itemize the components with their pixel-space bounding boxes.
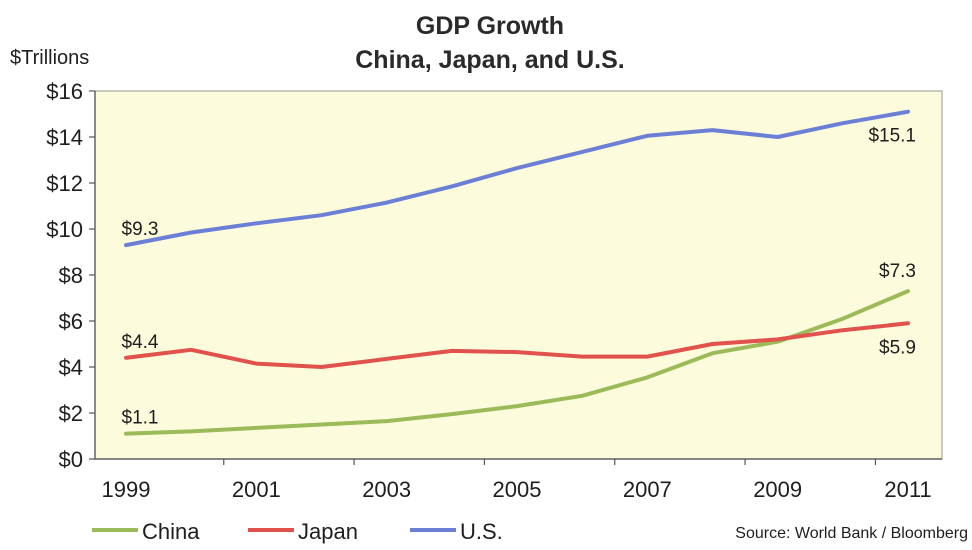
data-label: $9.3 [122, 219, 159, 240]
x-tick-label: 2009 [753, 477, 802, 502]
series-line-japan [124, 321, 910, 369]
y-axis-unit-label: $Trillions [10, 47, 89, 69]
x-tick-label: 2001 [232, 477, 281, 502]
x-tick-label: 2011 [884, 477, 931, 502]
x-tick-label: 2003 [362, 477, 411, 502]
data-label: $5.9 [879, 337, 916, 358]
y-tick-label: $2 [59, 401, 83, 426]
data-label: $7.3 [879, 261, 916, 282]
y-tick-label: $8 [59, 263, 83, 288]
y-tick-label: $10 [46, 217, 83, 242]
y-tick-label: $0 [59, 447, 83, 472]
y-tick-label: $14 [46, 125, 83, 150]
chart-subtitle: China, Japan, and U.S. [355, 46, 625, 74]
legend-label-japan: Japan [298, 519, 358, 544]
y-tick-label: $16 [46, 79, 83, 104]
data-label: $15.1 [868, 126, 916, 147]
y-tick-label: $12 [46, 171, 83, 196]
y-tick-label: $4 [59, 355, 83, 380]
legend-label-china: China [142, 519, 200, 544]
x-tick-label: 2005 [493, 477, 542, 502]
chart-title: GDP Growth [416, 12, 564, 40]
x-tick-label: 1999 [102, 477, 151, 502]
data-label: $4.4 [122, 332, 159, 353]
data-labels: $9.3 $15.1 $4.4 $5.9 $1.1 $7.3 [122, 126, 916, 429]
x-tick-label: 2007 [623, 477, 672, 502]
series-layer [124, 109, 910, 436]
legend-label-u-s: U.S. [460, 519, 503, 544]
axes: $0 $2 $4 $6 $8 $10 $12 $14 $16 1999 2001 2003 2005 20… [46, 79, 942, 502]
legend: China Japan U.S. [92, 519, 503, 544]
y-tick-label: $6 [59, 309, 83, 334]
plot-area [94, 90, 943, 460]
data-label: $1.1 [122, 408, 159, 429]
series-line-u-s [124, 109, 910, 248]
series-line-china [124, 289, 910, 436]
source-note: Source: World Bank / Bloomberg [735, 525, 968, 542]
